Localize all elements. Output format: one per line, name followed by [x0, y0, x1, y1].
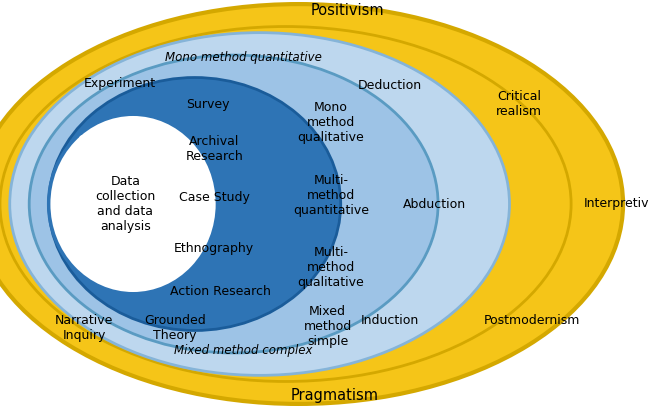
Text: Postmodernism: Postmodernism [484, 314, 580, 327]
Text: Critical
realism: Critical realism [496, 90, 542, 118]
Ellipse shape [0, 4, 623, 404]
Text: Experiment: Experiment [84, 77, 156, 90]
Ellipse shape [10, 33, 509, 375]
Text: Mixed
method
simple: Mixed method simple [304, 305, 352, 348]
Text: Pragmatism: Pragmatism [290, 388, 378, 403]
Text: Interpretiv: Interpretiv [584, 197, 649, 211]
Text: Survey: Survey [186, 98, 230, 111]
Ellipse shape [29, 55, 438, 353]
Text: Cross-sectional: Cross-sectional [78, 134, 173, 147]
Text: Archival
Research: Archival Research [186, 135, 243, 163]
Text: Multi-
method
qualitative: Multi- method qualitative [298, 246, 364, 289]
Ellipse shape [0, 27, 571, 381]
Text: Narrative
Inquiry: Narrative Inquiry [55, 315, 114, 342]
Text: Longitudinal: Longitudinal [87, 259, 164, 272]
Ellipse shape [49, 114, 217, 294]
Text: Mono method quantitative: Mono method quantitative [165, 51, 322, 64]
Text: Ethnography: Ethnography [174, 242, 254, 255]
Text: Case Study: Case Study [178, 191, 250, 204]
Text: Mono
method
qualitative: Mono method qualitative [298, 101, 364, 144]
Text: Mixed method complex: Mixed method complex [174, 344, 313, 357]
Text: Action Research: Action Research [170, 285, 271, 298]
Text: Multi-
method
quantitative: Multi- method quantitative [293, 174, 369, 217]
Text: Abduction: Abduction [403, 197, 467, 211]
Text: Data
collection
and data
analysis: Data collection and data analysis [95, 175, 155, 233]
Text: Induction: Induction [360, 314, 419, 327]
Ellipse shape [49, 78, 341, 330]
Text: Grounded
Theory: Grounded Theory [144, 315, 206, 342]
Text: Deduction: Deduction [358, 79, 421, 92]
Text: Positivism: Positivism [310, 3, 384, 18]
